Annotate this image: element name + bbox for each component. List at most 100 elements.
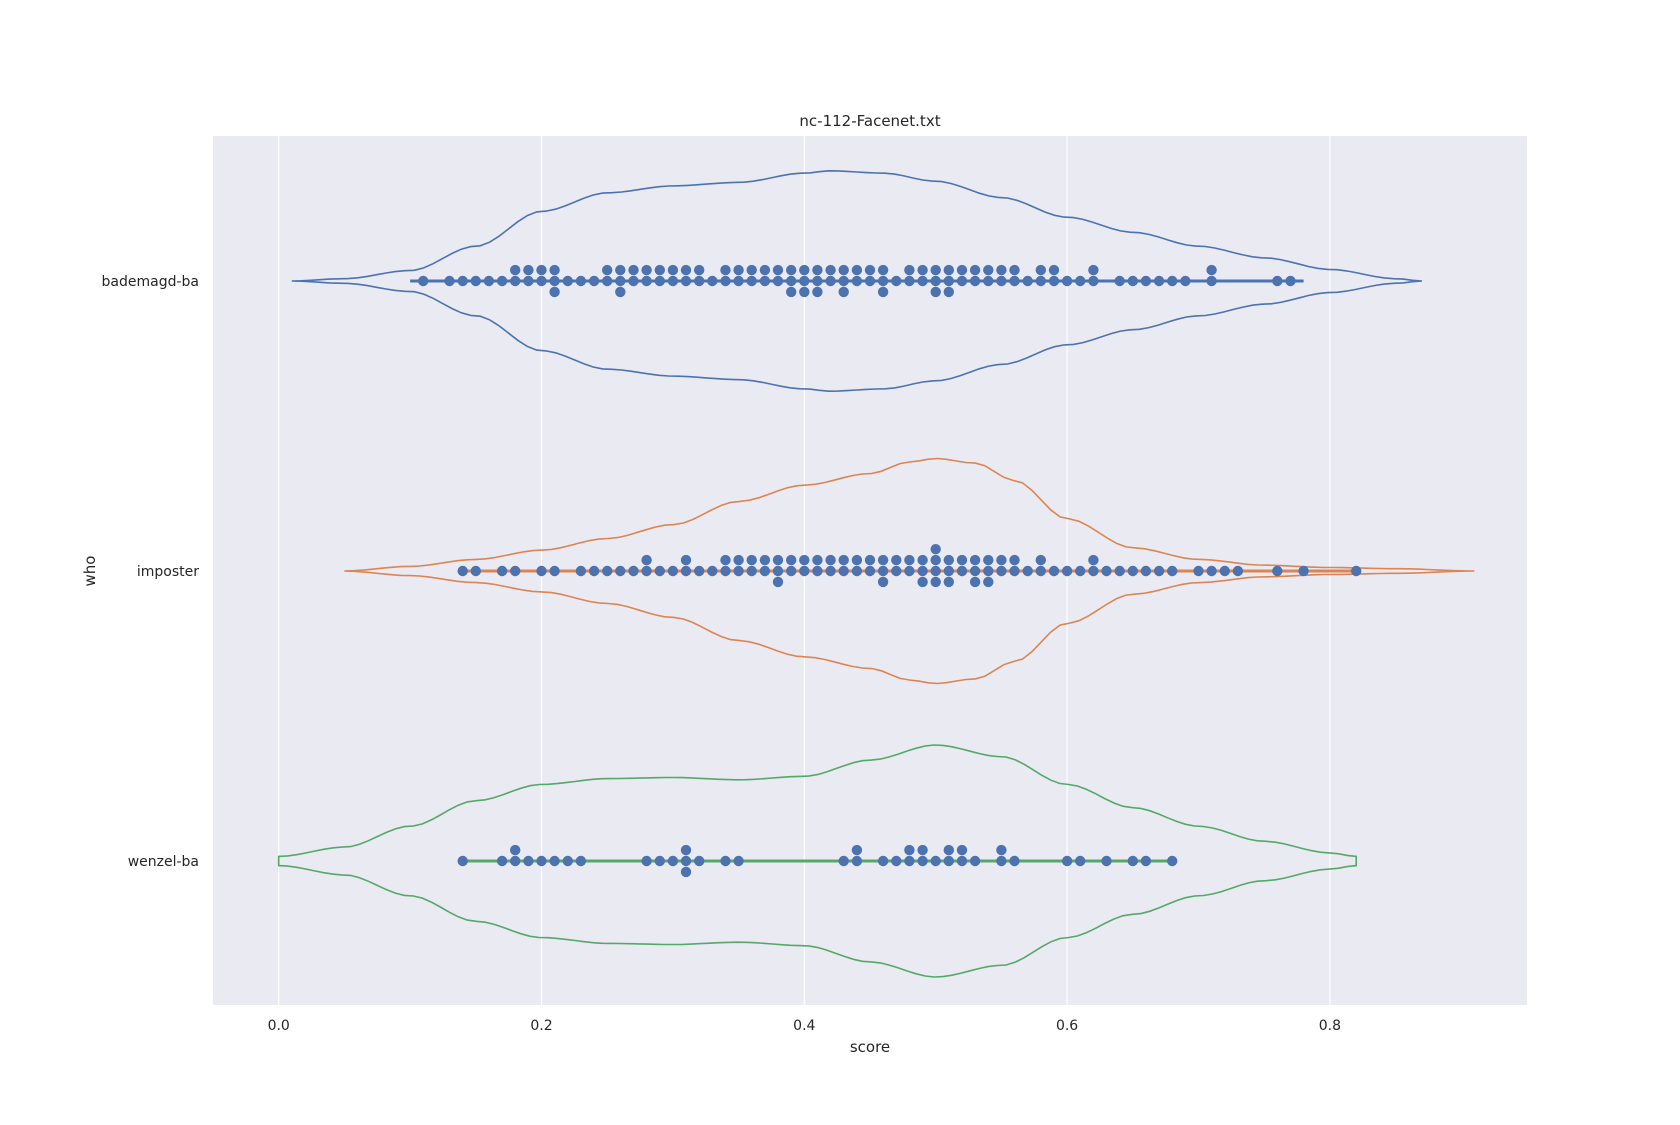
data-point bbox=[904, 844, 915, 856]
data-point bbox=[1206, 275, 1217, 287]
data-point bbox=[1193, 565, 1204, 577]
data-point bbox=[904, 565, 915, 577]
data-point bbox=[930, 855, 941, 867]
data-point bbox=[969, 565, 981, 577]
data-point bbox=[536, 264, 547, 276]
data-point bbox=[1075, 565, 1086, 577]
data-point bbox=[969, 275, 981, 287]
data-point bbox=[904, 275, 915, 287]
data-point bbox=[615, 275, 626, 287]
data-point bbox=[549, 275, 560, 287]
data-point bbox=[1298, 565, 1309, 577]
data-point bbox=[838, 554, 849, 566]
data-point bbox=[707, 565, 718, 577]
data-point bbox=[641, 855, 652, 867]
data-point bbox=[654, 275, 665, 287]
data-point bbox=[549, 855, 560, 867]
data-point bbox=[917, 855, 928, 867]
data-point bbox=[851, 844, 863, 856]
data-point bbox=[825, 565, 836, 577]
data-point bbox=[733, 264, 744, 276]
data-point bbox=[694, 264, 705, 276]
data-point bbox=[904, 264, 915, 276]
data-point bbox=[943, 275, 954, 287]
data-point bbox=[969, 264, 981, 276]
data-point bbox=[930, 565, 941, 577]
data-point bbox=[720, 554, 731, 566]
data-point bbox=[1153, 275, 1165, 287]
data-point bbox=[470, 275, 481, 287]
data-point bbox=[1009, 264, 1020, 276]
x-tick-label: 0.4 bbox=[793, 1018, 815, 1034]
data-point bbox=[891, 554, 902, 566]
data-point bbox=[956, 844, 968, 856]
data-point bbox=[444, 275, 455, 287]
data-point bbox=[956, 264, 968, 276]
data-point bbox=[799, 565, 810, 577]
data-point bbox=[615, 286, 626, 298]
data-point bbox=[1035, 275, 1047, 287]
data-point bbox=[470, 565, 481, 577]
data-point bbox=[851, 565, 863, 577]
data-point bbox=[1009, 275, 1020, 287]
data-point bbox=[969, 576, 981, 588]
data-point bbox=[510, 275, 521, 287]
data-point bbox=[812, 554, 823, 566]
data-point bbox=[983, 565, 994, 577]
data-point bbox=[799, 554, 810, 566]
data-point bbox=[759, 565, 771, 577]
data-point bbox=[956, 565, 968, 577]
data-point bbox=[457, 565, 468, 577]
data-point bbox=[838, 855, 849, 867]
data-point bbox=[825, 554, 836, 566]
data-point bbox=[1206, 565, 1217, 577]
data-point bbox=[1009, 565, 1020, 577]
data-point bbox=[1167, 275, 1178, 287]
data-point bbox=[575, 565, 587, 577]
data-point bbox=[877, 855, 889, 867]
data-point bbox=[825, 264, 836, 276]
data-point bbox=[1219, 565, 1231, 577]
data-point bbox=[667, 264, 679, 276]
data-point bbox=[496, 275, 508, 287]
data-point bbox=[1114, 565, 1125, 577]
data-point bbox=[930, 264, 941, 276]
data-point bbox=[891, 855, 902, 867]
data-point bbox=[1285, 275, 1296, 287]
data-point bbox=[720, 855, 731, 867]
chart-title: nc-112-Facenet.txt bbox=[799, 112, 940, 130]
data-point bbox=[812, 275, 823, 287]
data-point bbox=[667, 565, 679, 577]
data-point bbox=[996, 855, 1007, 867]
data-point bbox=[930, 554, 941, 566]
data-point bbox=[746, 565, 757, 577]
data-point bbox=[956, 554, 968, 566]
data-point bbox=[733, 855, 744, 867]
data-point bbox=[943, 264, 954, 276]
data-point bbox=[917, 844, 928, 856]
data-point bbox=[707, 275, 718, 287]
data-point bbox=[930, 576, 941, 588]
data-point bbox=[641, 554, 652, 566]
data-point bbox=[536, 275, 547, 287]
data-point bbox=[877, 264, 889, 276]
data-point bbox=[930, 544, 941, 555]
data-point bbox=[1035, 554, 1047, 566]
data-point bbox=[877, 275, 889, 287]
data-point bbox=[1009, 855, 1020, 867]
data-point bbox=[628, 264, 639, 276]
data-point bbox=[733, 275, 744, 287]
data-point bbox=[1180, 275, 1191, 287]
data-point bbox=[1088, 554, 1099, 566]
data-point bbox=[510, 855, 521, 867]
data-point bbox=[996, 554, 1007, 566]
data-point bbox=[720, 275, 731, 287]
data-point bbox=[1048, 565, 1060, 577]
data-point bbox=[549, 286, 560, 298]
y-axis-label: who bbox=[81, 556, 99, 587]
data-point bbox=[1127, 275, 1139, 287]
data-point bbox=[1127, 855, 1139, 867]
data-point bbox=[1075, 275, 1086, 287]
data-point bbox=[996, 565, 1007, 577]
